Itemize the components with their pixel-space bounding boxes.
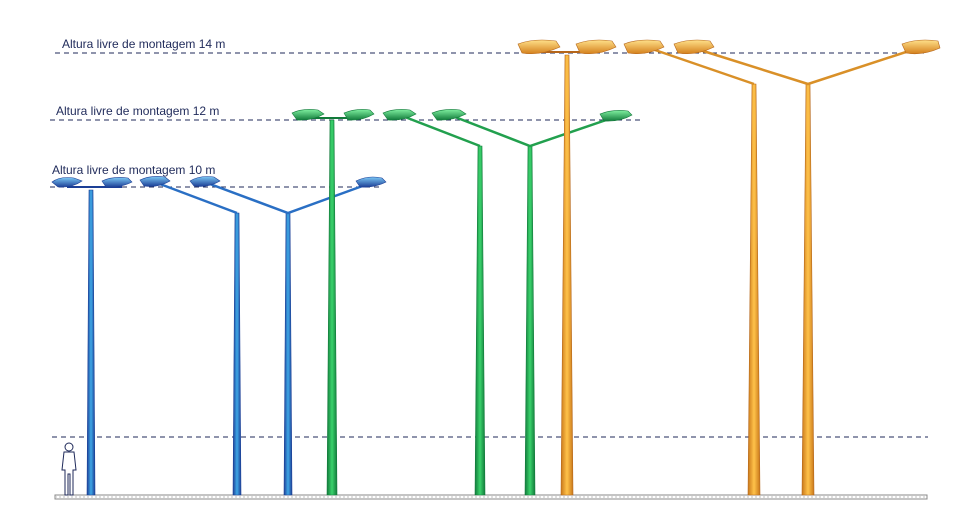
green-pole-single-arm — [308, 117, 358, 496]
blue-luminaire — [355, 176, 387, 188]
green-luminaire — [343, 109, 375, 121]
orange-luminaire — [623, 39, 665, 55]
green-pole-side-arm — [404, 115, 486, 496]
orange-pole-side-arm — [654, 48, 761, 496]
label-height-14m: Altura livre de montagem 14 m — [62, 37, 226, 51]
blue-pole-side-arm — [159, 182, 242, 496]
blue-luminaire — [189, 176, 221, 187]
orange-luminaire — [575, 39, 617, 55]
orange-pole-single-arm — [540, 51, 598, 496]
label-height-12m: Altura livre de montagem 12 m — [56, 104, 220, 118]
blue-luminaire — [139, 176, 171, 187]
green-pole-double-arm — [454, 115, 613, 496]
blue-pole-double-arm — [209, 182, 369, 496]
green-luminaire — [431, 109, 467, 121]
blue-pole-single-arm — [67, 186, 122, 496]
orange-luminaire — [673, 39, 715, 55]
green-luminaire — [382, 109, 417, 121]
label-height-10m: Altura livre de montagem 10 m — [52, 163, 216, 177]
orange-luminaire — [517, 39, 561, 55]
blue-luminaire — [101, 177, 133, 188]
standing-person-icon — [61, 442, 77, 496]
green-luminaire — [599, 110, 633, 122]
blue-luminaire — [51, 177, 83, 188]
orange-luminaire — [901, 39, 941, 55]
green-luminaire — [291, 109, 325, 121]
orange-pole-double-arm — [699, 48, 913, 496]
